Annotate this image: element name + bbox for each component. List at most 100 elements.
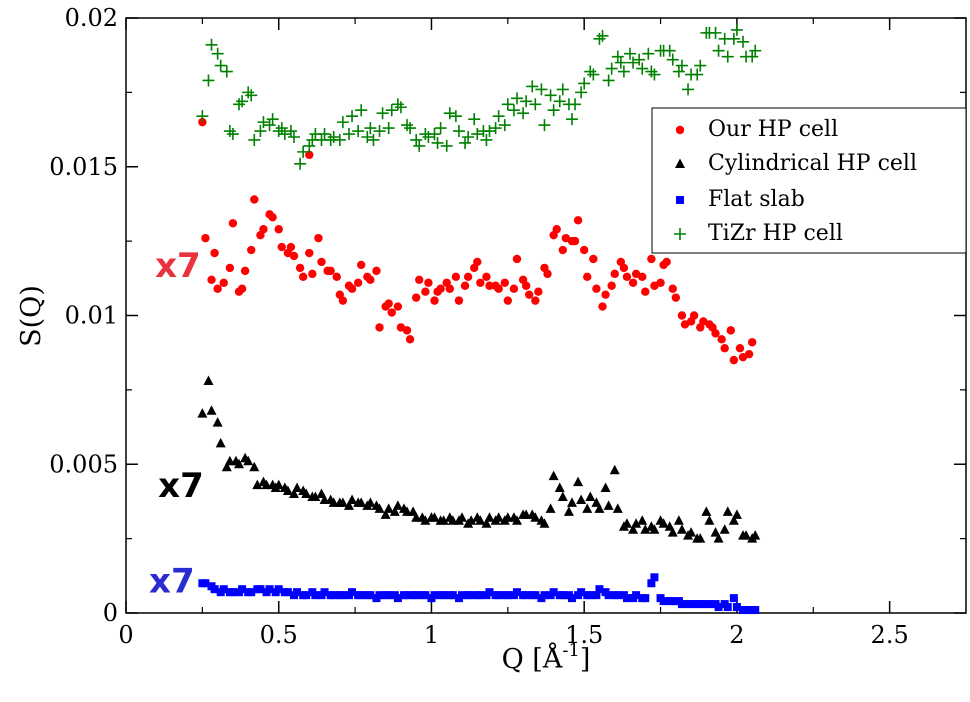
- data-point: [667, 527, 678, 537]
- data-point: [318, 128, 331, 141]
- data-point: [640, 524, 651, 534]
- data-point: [534, 287, 543, 296]
- data-point: [375, 323, 384, 332]
- data-point: [384, 299, 393, 308]
- x-tick-label: 2: [729, 621, 744, 649]
- data-point: [611, 50, 624, 63]
- data-point: [257, 116, 270, 129]
- data-point: [554, 482, 565, 493]
- data-point: [481, 518, 492, 528]
- data-point: [557, 491, 568, 501]
- data-point: [247, 245, 256, 255]
- data-point: [729, 355, 739, 365]
- y-axis-title: S(Q): [16, 285, 47, 347]
- data-point: [713, 533, 724, 543]
- data-point: [431, 136, 444, 149]
- data-point: [337, 497, 348, 507]
- data-point: [517, 107, 530, 120]
- data-point: [448, 591, 457, 600]
- data-point: [749, 44, 762, 57]
- data-point: [751, 606, 760, 615]
- data-point: [424, 278, 433, 287]
- data-point: [647, 579, 656, 588]
- data-point: [454, 296, 464, 305]
- data-point: [682, 83, 695, 96]
- data-point: [503, 591, 512, 600]
- data-point: [412, 591, 421, 600]
- data-point: [460, 281, 470, 290]
- data-point: [283, 588, 292, 597]
- data-point: [353, 278, 363, 287]
- data-point: [578, 77, 591, 90]
- data-point: [463, 272, 473, 282]
- data-point: [569, 98, 582, 111]
- data-point: [215, 437, 226, 448]
- data-point: [601, 290, 610, 299]
- data-point: [277, 242, 286, 252]
- data-point: [245, 89, 258, 102]
- data-point: [394, 101, 407, 114]
- data-point: [411, 293, 421, 302]
- data-point: [586, 591, 595, 600]
- data-point: [662, 257, 671, 267]
- data-point: [329, 591, 338, 600]
- data-point: [347, 284, 357, 293]
- data-point: [294, 157, 307, 170]
- data-point: [366, 591, 375, 600]
- data-point: [471, 128, 484, 141]
- scale-annotation: x7: [158, 466, 204, 506]
- data-point: [298, 272, 308, 282]
- data-point: [302, 591, 311, 600]
- data-point: [219, 278, 228, 287]
- data-point: [211, 47, 224, 60]
- data-point: [238, 585, 247, 594]
- x-tick-label: 1.5: [565, 621, 603, 649]
- data-point: [237, 284, 247, 293]
- data-point: [723, 603, 732, 612]
- data-point: [357, 260, 366, 270]
- data-point: [656, 278, 665, 287]
- data-point: [583, 272, 592, 282]
- data-point: [201, 579, 210, 588]
- data-point: [233, 98, 246, 111]
- data-point: [457, 512, 467, 522]
- data-point: [458, 591, 466, 600]
- legend: Our HP cell Cylindrical HP cell Flat sla…: [651, 107, 967, 254]
- data-point: [637, 515, 648, 525]
- series-1: [197, 375, 761, 543]
- data-point: [633, 53, 646, 66]
- data-point: [297, 145, 310, 158]
- data-point: [607, 281, 616, 290]
- legend-label-tizr-hp-cell: TiZr HP cell: [708, 221, 843, 246]
- legend-label-our-hp-cell: Our HP cell: [708, 117, 838, 142]
- data-point: [596, 29, 609, 42]
- data-point: [619, 263, 629, 273]
- data-point: [375, 591, 384, 600]
- data-point: [628, 524, 639, 534]
- data-point: [721, 50, 734, 63]
- data-point: [735, 344, 745, 353]
- data-point: [604, 591, 613, 600]
- data-point: [250, 195, 259, 204]
- data-point: [314, 233, 323, 243]
- data-point: [694, 59, 707, 72]
- data-point: [393, 302, 403, 311]
- data-point: [421, 287, 430, 296]
- y-axis-ticks: 0 0.005 0.01 0.015 0.02: [49, 4, 966, 627]
- data-point: [636, 62, 649, 75]
- data-point: [410, 133, 423, 146]
- data-point: [592, 591, 601, 600]
- data-point: [327, 131, 340, 143]
- data-point: [531, 296, 540, 305]
- data-point: [449, 110, 462, 123]
- legend-marker: [675, 125, 685, 135]
- data-point: [278, 128, 291, 141]
- data-point: [420, 515, 431, 525]
- data-point: [593, 32, 606, 45]
- data-point: [205, 38, 218, 51]
- data-point: [577, 588, 586, 597]
- data-point: [364, 122, 377, 135]
- data-point: [614, 56, 627, 69]
- data-point: [666, 53, 679, 66]
